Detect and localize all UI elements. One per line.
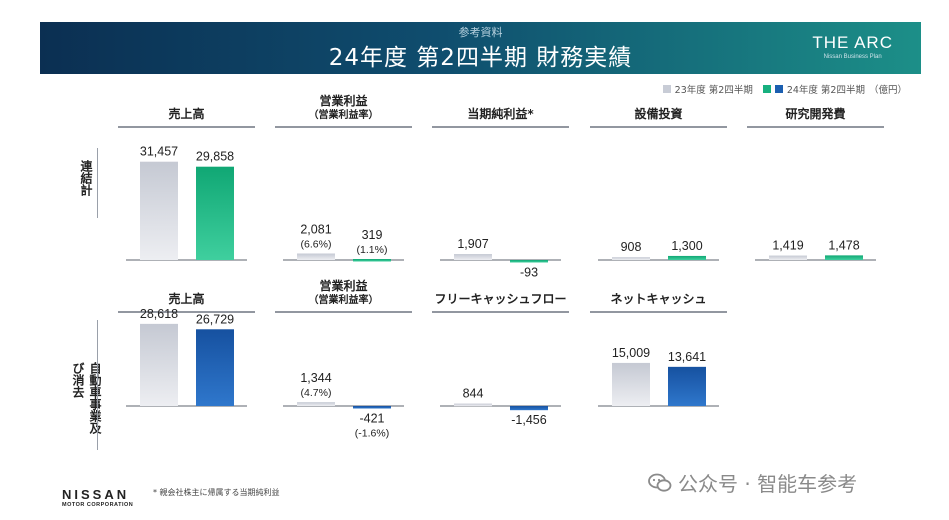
data-label: 1,419 [772,239,803,253]
row-label-auto: 自動車事業及び消去 [71,362,102,434]
bar-prev-year [297,253,335,260]
data-label: 13,641 [668,350,706,364]
data-sublabel: (-1.6%) [355,428,389,440]
data-label: 2,081 [300,222,331,236]
panel-title: 当期純利益* [467,106,534,121]
panel-title: 営業利益 [319,278,367,293]
data-label: 1,478 [828,238,859,252]
data-label: 28,618 [140,307,178,321]
panel-title: 設備投資 [634,106,682,121]
panel-title: 売上高 [168,106,204,121]
panel-title: フリーキャッシュフロー [434,292,566,306]
row-divider-auto [97,320,98,450]
bar-curr-year [668,366,706,406]
data-label: 26,729 [196,312,234,326]
bar-prev-year [297,402,335,406]
data-label: 908 [621,240,642,254]
bar-curr-year [510,260,548,263]
bar-prev-year [140,161,178,260]
legend-label-curr: 24年度 第2四半期 [786,85,865,96]
wechat-icon [648,473,672,493]
bar-prev-year [612,257,650,260]
data-label: 15,009 [612,346,650,360]
bar-curr-year [668,255,706,260]
bar-curr-year [353,259,391,262]
the-arc-logo: THE ARC Nissan Business Plan [812,33,893,60]
panel-title: 営業利益 [319,93,367,108]
data-label: 844 [463,387,484,401]
data-label: 319 [362,228,383,242]
bar-curr-year [510,406,548,411]
data-label: -93 [520,266,538,280]
nissan-logo: NISSAN MOTOR CORPORATION [62,487,133,508]
panel-title: 売上高 [168,291,204,306]
header-banner: 参考資料 24年度 第2四半期 財務実績 THE ARC Nissan Busi… [40,22,921,74]
legend-swatch-auto [774,85,783,93]
data-label: 29,858 [196,150,234,164]
watermark: 公众号 · 智能车参考 [648,468,857,497]
row-label-consolidated: 連結計 [79,160,93,196]
page-title: 24年度 第2四半期 財務実績 [328,45,633,71]
bar-prev-year [769,255,807,260]
panel-title: ネットキャッシュ [610,292,706,306]
panel-subtitle: （営業利益率） [309,293,379,306]
bar-prev-year [454,403,492,407]
logo-sub-text: Nissan Business Plan [823,54,882,60]
bar-curr-year [196,166,234,260]
bar-prev-year [612,362,650,406]
data-label: 1,300 [671,239,702,253]
data-label: 1,907 [457,237,488,251]
bar-prev-year [140,323,178,406]
footnote: * 親会社株主に帰属する当期純利益 [153,488,280,497]
panel-title: 研究開発費 [785,106,845,121]
data-label: -1,456 [511,413,546,427]
bar-curr-year [196,329,234,406]
header-subtitle: 参考資料 [458,26,503,39]
chart-legend: 23年度 第2四半期 24年度 第2四半期 （億円） [662,82,907,96]
data-label: -421 [359,412,384,426]
data-label: 1,344 [300,371,331,385]
data-sublabel: (1.1%) [357,244,388,256]
legend-unit: （億円） [868,85,907,96]
legend-swatch-prev [662,85,671,93]
watermark-text: 公众号 · 智能车参考 [678,472,858,496]
bar-prev-year [454,254,492,260]
nissan-logo-sub: MOTOR CORPORATION [62,502,134,508]
row-divider-consolidated [97,148,98,218]
data-sublabel: (4.7%) [301,387,332,399]
data-label: 31,457 [140,145,178,159]
legend-label-prev: 23年度 第2四半期 [674,85,753,96]
data-sublabel: (6.6%) [301,238,332,250]
bar-curr-year [353,406,391,409]
nissan-logo-name: NISSAN [62,487,130,502]
panel-subtitle: （営業利益率） [309,108,379,121]
legend-swatch-consolidated [762,85,771,93]
bar-curr-year [825,255,863,260]
logo-main-text: THE ARC [812,33,893,52]
